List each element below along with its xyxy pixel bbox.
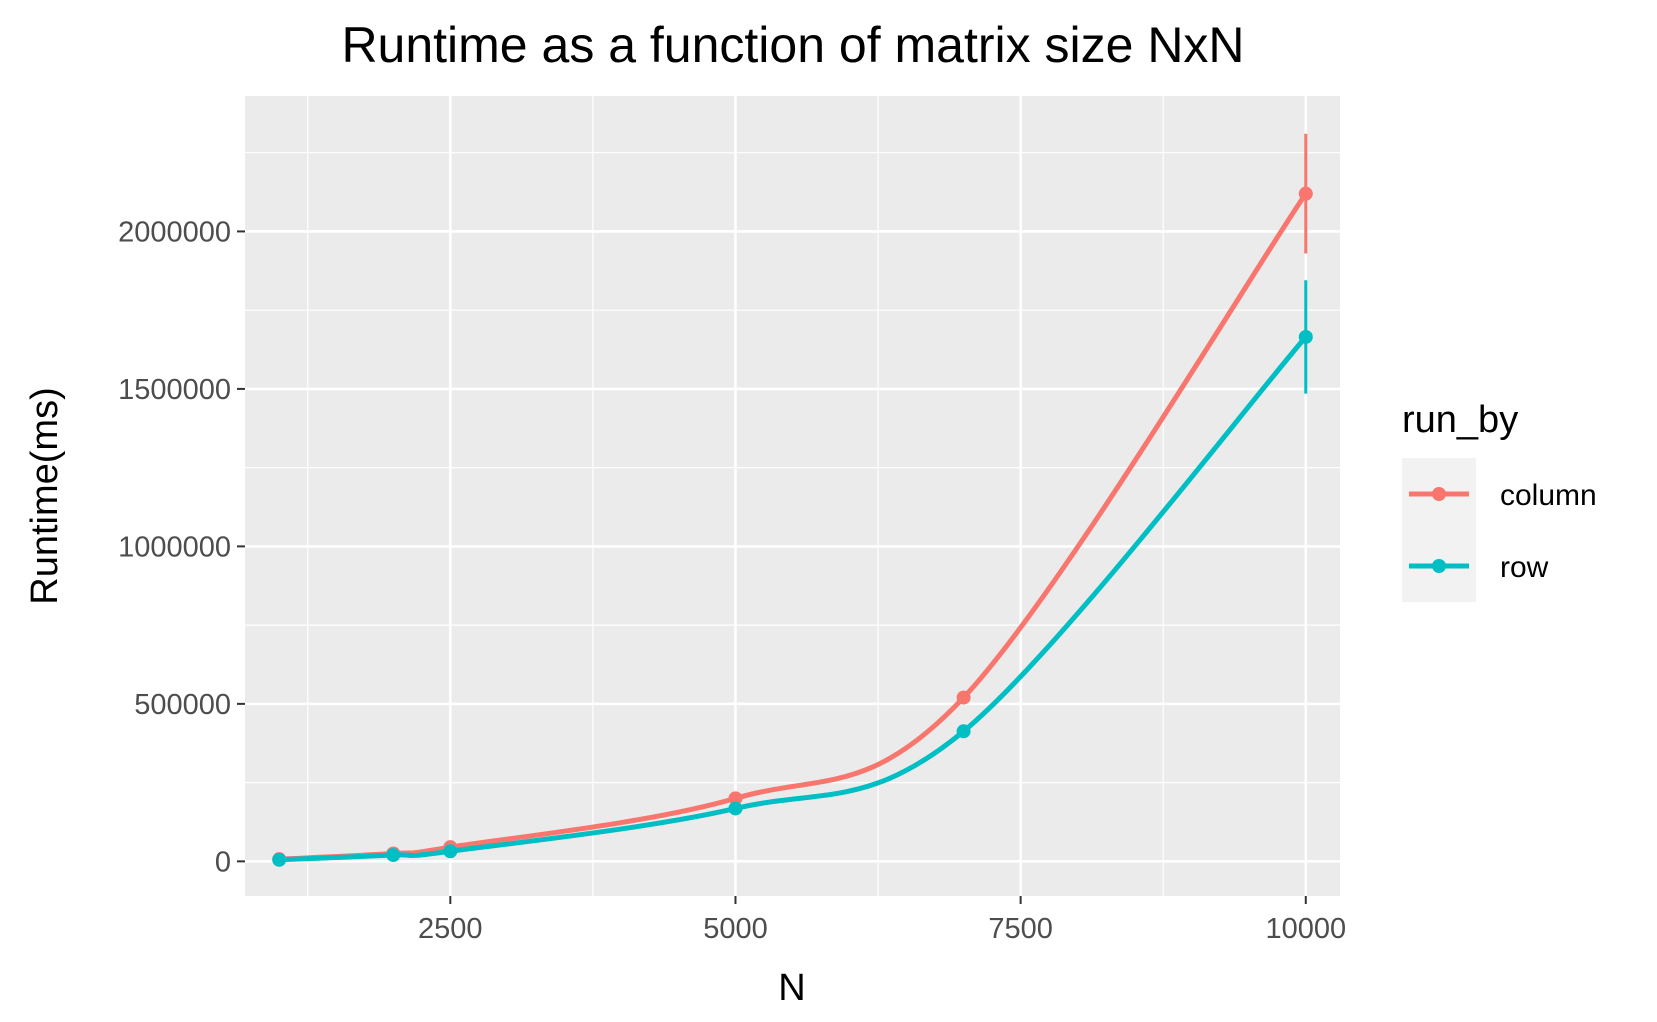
y-tick-label: 1500000: [118, 374, 231, 406]
y-tick-label: 2000000: [118, 216, 231, 248]
x-tick-label: 7500: [988, 913, 1053, 945]
point-row: [443, 844, 458, 859]
y-tick-label: 0: [215, 846, 231, 878]
point-column: [1298, 186, 1313, 201]
y-axis-title: Runtime(ms): [24, 387, 66, 604]
legend-key-point: [1432, 487, 1446, 501]
legend-item-row: row: [1409, 551, 1549, 584]
point-row: [272, 852, 287, 867]
x-tick-label: 2500: [418, 913, 483, 945]
y-axis-ticks: 0 500000 1000000 1500000 2000000: [118, 216, 245, 878]
legend-key-point: [1432, 559, 1446, 573]
y-tick-label: 1000000: [118, 531, 231, 563]
point-row: [1298, 329, 1313, 344]
legend: column row: [1409, 479, 1597, 584]
chart-title: Runtime as a function of matrix size NxN: [341, 17, 1244, 73]
legend-label: column: [1500, 479, 1597, 512]
plot-panel: [245, 96, 1340, 896]
legend-key-background: [1402, 458, 1476, 602]
x-axis-title: N: [778, 967, 805, 1009]
series-row: [272, 280, 1313, 867]
x-axis-ticks: 2500 5000 7500 10000: [418, 896, 1346, 945]
legend-item-column: column: [1409, 479, 1597, 512]
legend-title: run_by: [1402, 399, 1518, 441]
series-layer: [272, 133, 1313, 867]
point-row: [728, 801, 743, 816]
x-tick-label: 10000: [1265, 913, 1346, 945]
y-tick-label: 500000: [134, 689, 231, 721]
point-row: [386, 848, 401, 863]
point-column: [728, 791, 743, 806]
grid-lines: [245, 96, 1340, 896]
legend-label: row: [1500, 551, 1549, 584]
point-column: [956, 690, 971, 705]
x-tick-label: 5000: [703, 913, 768, 945]
point-row: [956, 724, 971, 739]
